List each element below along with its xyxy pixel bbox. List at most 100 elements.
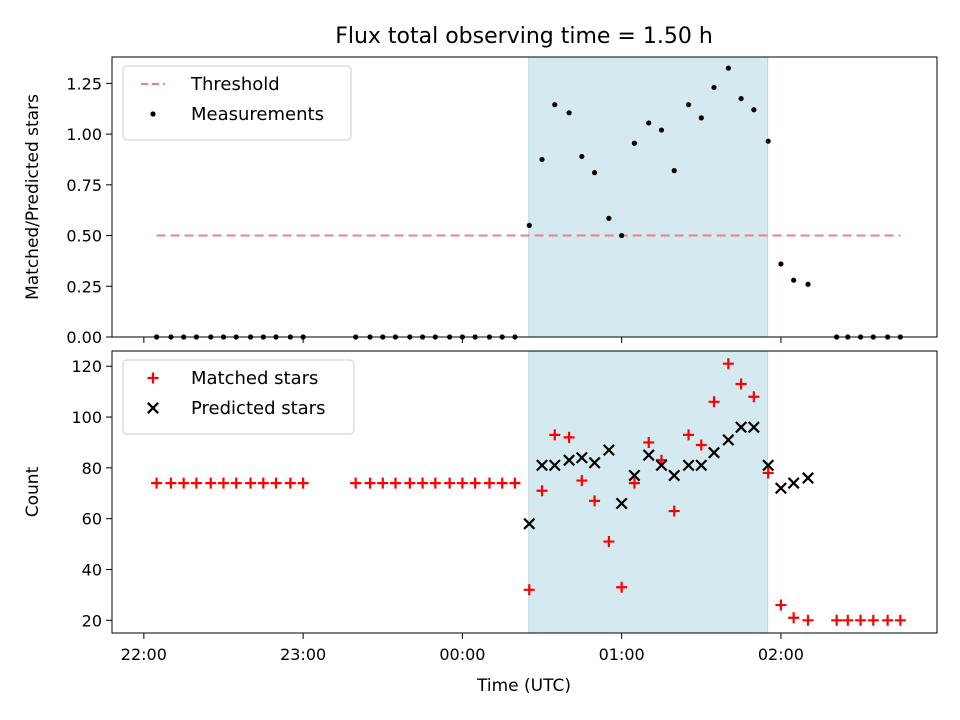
bottom-panel-matched-stars-point: [178, 477, 190, 489]
bottom-panel-matched-stars-point: [509, 477, 521, 489]
bottom-panel-matched-stars-point: [683, 429, 695, 441]
bottom-panel-matched-stars-point: [297, 477, 309, 489]
bottom-panel-y-tick-label: 40: [82, 560, 102, 579]
x-tick-label: 00:00: [439, 645, 485, 664]
bottom-panel-matched-stars-point: [695, 439, 707, 451]
bottom-panel-predicted-stars-point: [774, 482, 787, 495]
bottom-panel-matched-stars-point: [775, 599, 787, 611]
top-panel-measurements-point: [606, 215, 612, 221]
bottom-panel-matched-stars-point: [270, 477, 282, 489]
top-panel-measurements-point: [539, 156, 545, 163]
top-panel-y-tick-label: 0.25: [66, 277, 102, 296]
bottom-panel-y-ticks: 20 40 60 80 100 120: [71, 357, 112, 630]
top-panel-measurements-point: [805, 281, 811, 287]
bottom-panel-matched-stars-point: [350, 477, 362, 489]
bottom-panel-matched-stars-point: [469, 477, 481, 489]
top-panel-measurements-point: [698, 115, 704, 121]
bottom-panel-legend-matched-stars-label: Matched stars: [191, 368, 318, 389]
bottom-panel: 20 40 60 80 100 120 22:00 23:00 00:00 01:00 02:00…: [23, 350, 938, 664]
top-panel-measurements-point: [711, 84, 717, 91]
x-axis-label: Time (UTC): [476, 676, 571, 696]
bottom-panel-matched-stars-point: [456, 477, 468, 489]
bottom-panel-matched-stars-point: [735, 378, 747, 390]
bottom-panel-legend: Matched stars Predicted stars: [122, 359, 355, 435]
bottom-panel-matched-stars-point: [483, 477, 495, 489]
bottom-panel-matched-stars-point: [628, 477, 640, 489]
bottom-panel-matched-stars-point: [404, 477, 416, 489]
bottom-panel-predicted-stars-point: [588, 456, 601, 469]
bottom-panel-frame: [111, 350, 938, 634]
bottom-panel-predicted-stars-point: [695, 459, 708, 472]
bottom-panel-predicted-stars-point: [668, 469, 681, 482]
top-panel-shade: [528, 56, 769, 338]
top-panel-measurements-point: [591, 170, 598, 176]
top-panel-measurements-point: [671, 168, 677, 174]
bottom-panel-predicted-stars-point: [802, 472, 814, 485]
bottom-panel-matched-stars-point: [230, 477, 242, 489]
bottom-panel-matched-stars-point: [257, 477, 269, 489]
top-panel-y-axis-label: Matched/Predicted stars: [23, 94, 43, 300]
bottom-panel-y-tick-label: 120: [71, 357, 102, 376]
bottom-panel-marks: [151, 358, 906, 626]
bottom-panel-matched-stars-point: [389, 477, 401, 489]
bottom-panel-predicted-stars-point: [575, 451, 588, 464]
bottom-panel-matched-stars-point: [882, 614, 894, 626]
top-panel-measurements-point: [685, 102, 692, 108]
bottom-panel-predicted-stars-point: [787, 477, 800, 490]
bottom-panel-predicted-stars-point: [735, 421, 748, 434]
bottom-panel-matched-stars-point: [245, 477, 257, 489]
bottom-panel-legend-box: [122, 359, 355, 435]
bottom-panel-matched-stars-point: [496, 477, 508, 489]
bottom-panel-matched-stars-point: [165, 477, 177, 489]
bottom-panel-matched-stars-point: [616, 581, 628, 593]
bottom-panel-y-tick-label: 100: [71, 408, 102, 427]
bottom-panel-legend-predicted-stars-marker: [147, 402, 159, 414]
bottom-panel-matched-stars-point: [536, 485, 548, 497]
top-panel-measurements-point: [646, 120, 652, 126]
top-panel-measurements-point: [725, 65, 731, 71]
bottom-panel-matched-stars-point: [377, 477, 389, 489]
top-panel-measurements-point: [526, 222, 532, 229]
bottom-panel-predicted-stars-point: [682, 459, 695, 472]
top-panel-y-tick-label: 0.50: [66, 227, 102, 246]
bottom-panel-matched-stars-point: [563, 431, 575, 443]
top-panel-y-tick-label: 0.75: [66, 176, 102, 195]
bottom-panel-matched-stars-point: [748, 391, 760, 403]
bottom-panel-matched-stars-point: [603, 536, 615, 548]
top-panel-y-tick-label: 1.00: [66, 125, 102, 144]
bottom-panel-predicted-stars-point: [628, 469, 641, 482]
bottom-panel-predicted-stars-point: [563, 454, 576, 467]
bottom-panel-y-tick-label: 80: [82, 459, 102, 478]
x-tick-label: 22:00: [121, 645, 167, 664]
bottom-panel-legend-matched-stars-marker: [147, 372, 159, 384]
bottom-panel-x-ticks: 22:00 23:00 00:00 01:00 02:00: [121, 633, 804, 664]
top-panel-measurements-point: [778, 261, 784, 267]
bottom-panel-matched-stars-point: [284, 477, 296, 489]
bottom-panel-matched-stars-point: [842, 614, 854, 626]
bottom-panel-shade: [528, 350, 769, 634]
bottom-panel-y-tick-label: 20: [82, 611, 102, 630]
bottom-panel-matched-stars-point: [217, 477, 229, 489]
bottom-panel-predicted-stars-point: [708, 446, 721, 459]
bottom-panel-matched-stars-point: [576, 475, 588, 487]
bottom-panel-predicted-stars-point: [615, 497, 628, 510]
bottom-panel-matched-stars-point: [151, 477, 163, 489]
top-panel-legend-threshold-label: Threshold: [190, 74, 280, 95]
x-tick-label: 23:00: [280, 645, 326, 664]
bottom-panel-matched-stars-point: [429, 477, 441, 489]
top-panel-x-ticks: [143, 337, 782, 343]
bottom-panel-matched-stars-point: [444, 477, 456, 489]
bottom-panel-matched-stars-point: [643, 436, 655, 448]
top-panel-measurements-point: [579, 153, 585, 160]
bottom-panel-legend-predicted-stars-label: Predicted stars: [191, 398, 325, 419]
bottom-panel-predicted-stars-point: [548, 459, 561, 472]
bottom-panel-matched-stars-point: [205, 477, 217, 489]
top-panel-measurements-point: [738, 95, 744, 102]
bottom-panel-matched-stars-point: [762, 467, 774, 479]
bottom-panel-matched-stars-point: [364, 477, 376, 489]
bottom-panel-matched-stars-point: [722, 358, 734, 370]
top-panel-measurements-point: [631, 140, 637, 146]
top-panel-measurements-point: [791, 277, 797, 283]
bottom-panel-predicted-stars-point: [602, 444, 615, 457]
